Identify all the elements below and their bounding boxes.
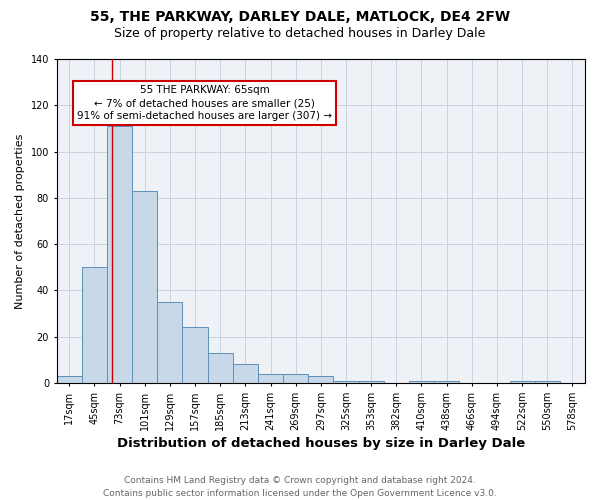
Bar (56, 376, 82, 383)
Bar (434, 380, 459, 383)
Bar (409, 380, 434, 383)
Bar (107, 126, 132, 383)
Bar (82, 267, 107, 383)
Y-axis label: Number of detached properties: Number of detached properties (15, 134, 25, 308)
Bar (132, 191, 157, 383)
Text: 55 THE PARKWAY: 65sqm
← 7% of detached houses are smaller (25)
91% of semi-detac: 55 THE PARKWAY: 65sqm ← 7% of detached h… (77, 85, 332, 122)
Bar (334, 380, 359, 383)
Bar (208, 353, 233, 383)
Bar (283, 374, 308, 383)
Bar (182, 328, 208, 383)
X-axis label: Distribution of detached houses by size in Darley Dale: Distribution of detached houses by size … (117, 437, 525, 450)
Text: Size of property relative to detached houses in Darley Dale: Size of property relative to detached ho… (115, 28, 485, 40)
Bar (308, 376, 334, 383)
Bar (233, 364, 258, 383)
Bar (535, 380, 560, 383)
Text: 55, THE PARKWAY, DARLEY DALE, MATLOCK, DE4 2FW: 55, THE PARKWAY, DARLEY DALE, MATLOCK, D… (90, 10, 510, 24)
Bar (509, 380, 535, 383)
Bar (258, 374, 283, 383)
Text: Contains HM Land Registry data © Crown copyright and database right 2024.
Contai: Contains HM Land Registry data © Crown c… (103, 476, 497, 498)
Bar (157, 302, 182, 383)
Bar (359, 380, 384, 383)
